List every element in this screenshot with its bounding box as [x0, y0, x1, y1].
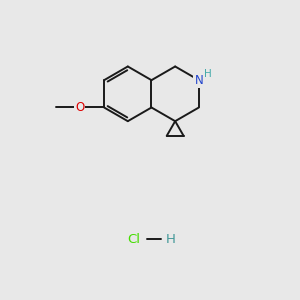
Text: O: O [75, 101, 84, 114]
Text: H: H [166, 233, 176, 246]
Text: H: H [205, 69, 212, 79]
Text: Cl: Cl [127, 233, 140, 246]
Text: N: N [194, 74, 203, 87]
